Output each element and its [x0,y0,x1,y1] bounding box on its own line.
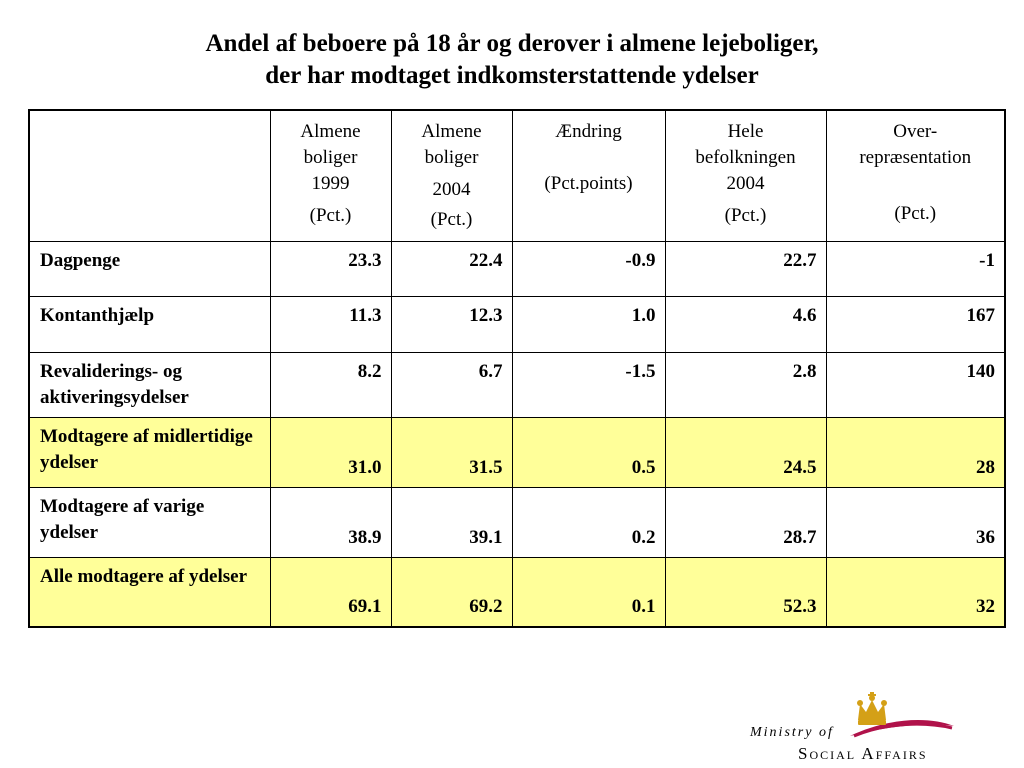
value-cell: 4.6 [664,295,827,353]
header-text: Over- [893,121,938,142]
value-cell: 0.5 [511,416,666,488]
value-cell: 0.2 [511,486,666,558]
row-label: Modtagere af midlertidige ydelser [28,416,271,488]
row-label: Dagpenge [28,240,271,297]
header-text [513,145,665,171]
header-text: 2004 [432,179,471,200]
page-title: Andel af beboere på 18 år og derover i a… [0,28,1024,92]
header-text: (Pct.) [724,205,767,226]
value-cell: 8.2 [269,351,392,418]
value-cell: 0.1 [511,556,666,628]
crown-icon [850,692,954,738]
value-cell: 36 [825,486,1006,558]
header-text: (Pct.) [430,209,473,230]
page-title-line-2: der har modtaget indkomsterstattende yde… [265,62,759,89]
header-corner-cell [28,109,271,242]
header-text: (Pct.) [309,205,352,226]
header-cell: Ændring (Pct.points) [511,109,666,242]
value-cell: 31.5 [390,416,513,488]
value-cell: 22.4 [390,240,513,297]
header-text: repræsentation [859,147,972,168]
header-text: Almene [300,121,361,142]
value-cell: 2.8 [664,351,827,418]
row-label: Kontanthjælp [28,295,271,353]
value-cell: 22.7 [664,240,827,297]
header-text: Ændring [555,121,622,142]
header-cell: Over- repræsentation (Pct.) [825,109,1006,242]
header-text: Hele [727,121,764,142]
value-cell: 28.7 [664,486,827,558]
ministry-logo: Ministry of Social Affairs [748,692,958,763]
value-cell: -0.9 [511,240,666,297]
value-cell: -1 [825,240,1006,297]
value-cell: 23.3 [269,240,392,297]
value-cell: 24.5 [664,416,827,488]
value-cell: -1.5 [511,351,666,418]
table-row: Dagpenge 23.3 22.4 -0.9 22.7 -1 [28,240,1006,297]
table-row: Revaliderings- og aktiveringsydelser 8.2 6… [28,351,1006,418]
header-cell: Almene boliger 1999 (Pct.) [269,109,392,242]
value-cell: 167 [825,295,1006,353]
value-cell: 31.0 [269,416,392,488]
header-text: 1999 [311,173,350,194]
header-text: boliger [303,147,358,168]
value-cell: 38.9 [269,486,392,558]
table-row: Kontanthjælp 11.3 12.3 1.0 4.6 167 [28,295,1006,353]
header-text: 2004 [726,173,765,194]
value-cell: 28 [825,416,1006,488]
header-text: befolkningen [695,147,796,168]
ministry-text: Ministry of [750,725,834,740]
table-row: Modtagere af varige ydelser 38.9 39.1 0.2 28… [28,486,1006,558]
value-cell: 69.1 [269,556,392,628]
value-cell: 140 [825,351,1006,418]
data-table: Almene boliger 1999 (Pct.) Almene bolige… [28,109,1006,628]
page-title-line-1: Andel af beboere på 18 år og derover i a… [205,30,819,57]
value-cell: 11.3 [269,295,392,353]
row-label: Alle modtagere af ydelser [28,556,271,628]
header-row: Almene boliger 1999 (Pct.) Almene bolige… [28,109,1006,242]
table-row: Alle modtagere af ydelser 69.1 69.2 0.1 52.3… [28,556,1006,628]
value-cell: 39.1 [390,486,513,558]
value-cell: 69.2 [390,556,513,628]
row-label: Modtagere af varige ydelser [28,486,271,558]
header-cell: Hele befolkningen 2004 (Pct.) [664,109,827,242]
value-cell: 6.7 [390,351,513,418]
header-cell: Almene boliger 2004 (Pct.) [390,109,513,242]
value-cell: 32 [825,556,1006,628]
table-row: Modtagere af midlertidige ydelser 31.0 31.… [28,416,1006,488]
header-text [827,171,1005,197]
row-label: Revaliderings- og aktiveringsydelser [28,351,271,418]
value-cell: 52.3 [664,556,827,628]
header-text: (Pct.) [894,203,937,224]
header-text: Almene [421,121,482,142]
header-text: boliger [424,147,479,168]
value-cell: 12.3 [390,295,513,353]
social-affairs-text: Social Affairs [798,744,928,763]
header-text: (Pct.points) [544,173,633,194]
value-cell: 1.0 [511,295,666,353]
